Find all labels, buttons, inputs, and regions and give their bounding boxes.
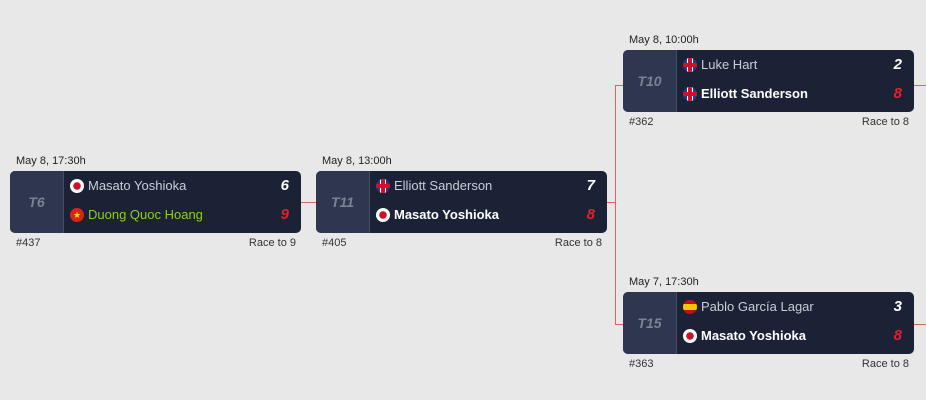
race-to: Race to 8 (554, 237, 602, 249)
player-score: 2 (893, 56, 902, 73)
player-name: Elliott Sanderson (701, 86, 808, 101)
table-id: T10 (623, 50, 677, 112)
match-date: May 8, 10:00h (629, 34, 699, 46)
race-to: Race to 8 (861, 358, 909, 370)
table-id: T6 (10, 171, 64, 233)
connector (615, 324, 623, 325)
player-name: Duong Quoc Hoang (88, 207, 203, 222)
player-row: Elliott Sanderson 7 (376, 171, 595, 200)
match-date: May 7, 17:30h (629, 276, 699, 288)
player-score: 8 (893, 85, 902, 102)
vietnam-flag-icon: ★ (70, 207, 84, 222)
japan-flag-icon (683, 328, 697, 343)
player-name: Masato Yoshioka (88, 178, 187, 193)
match-id: #437 (16, 237, 41, 249)
player-score: 9 (280, 206, 289, 223)
match-card[interactable]: May 8, 17:30h T6 Masato Yoshioka 6 ★ Duong… (10, 155, 301, 249)
race-to: Race to 8 (861, 116, 909, 128)
match-card[interactable]: May 7, 17:30h T15 Pablo García Lagar 3 Ma… (623, 276, 914, 370)
connector (615, 85, 623, 86)
player-row: ★ Duong Quoc Hoang 9 (70, 200, 289, 229)
japan-flag-icon (376, 207, 390, 222)
uk-flag-icon (683, 86, 697, 101)
player-score: 8 (893, 327, 902, 344)
player-score: 6 (280, 177, 289, 194)
match-date: May 8, 13:00h (322, 155, 392, 167)
player-row: Elliott Sanderson 8 (683, 79, 902, 108)
spain-flag-icon (683, 299, 697, 314)
player-row: Masato Yoshioka 8 (376, 200, 595, 229)
match-id: #405 (322, 237, 347, 249)
connector (607, 202, 615, 203)
connector (913, 85, 926, 86)
japan-flag-icon (70, 178, 84, 193)
connector (615, 85, 616, 325)
race-to: Race to 9 (248, 237, 296, 249)
connector (913, 324, 926, 325)
match-id: #362 (629, 116, 654, 128)
table-id: T15 (623, 292, 677, 354)
match-card[interactable]: May 8, 10:00h T10 Luke Hart 2 Elliott San… (623, 34, 914, 128)
table-id: T11 (316, 171, 370, 233)
player-name: Pablo García Lagar (701, 299, 814, 314)
match-date: May 8, 17:30h (16, 155, 86, 167)
player-row: Pablo García Lagar 3 (683, 292, 902, 321)
player-score: 3 (893, 298, 902, 315)
match-card[interactable]: May 8, 13:00h T11 Elliott Sanderson 7 Mas… (316, 155, 607, 249)
match-id: #363 (629, 358, 654, 370)
player-row: Masato Yoshioka 8 (683, 321, 902, 350)
player-score: 7 (586, 177, 595, 194)
player-score: 8 (586, 206, 595, 223)
uk-flag-icon (683, 57, 697, 72)
player-row: Masato Yoshioka 6 (70, 171, 289, 200)
player-name: Masato Yoshioka (394, 207, 499, 222)
uk-flag-icon (376, 178, 390, 193)
player-name: Luke Hart (701, 57, 758, 72)
player-name: Elliott Sanderson (394, 178, 493, 193)
player-row: Luke Hart 2 (683, 50, 902, 79)
connector (301, 202, 316, 203)
player-name: Masato Yoshioka (701, 328, 806, 343)
